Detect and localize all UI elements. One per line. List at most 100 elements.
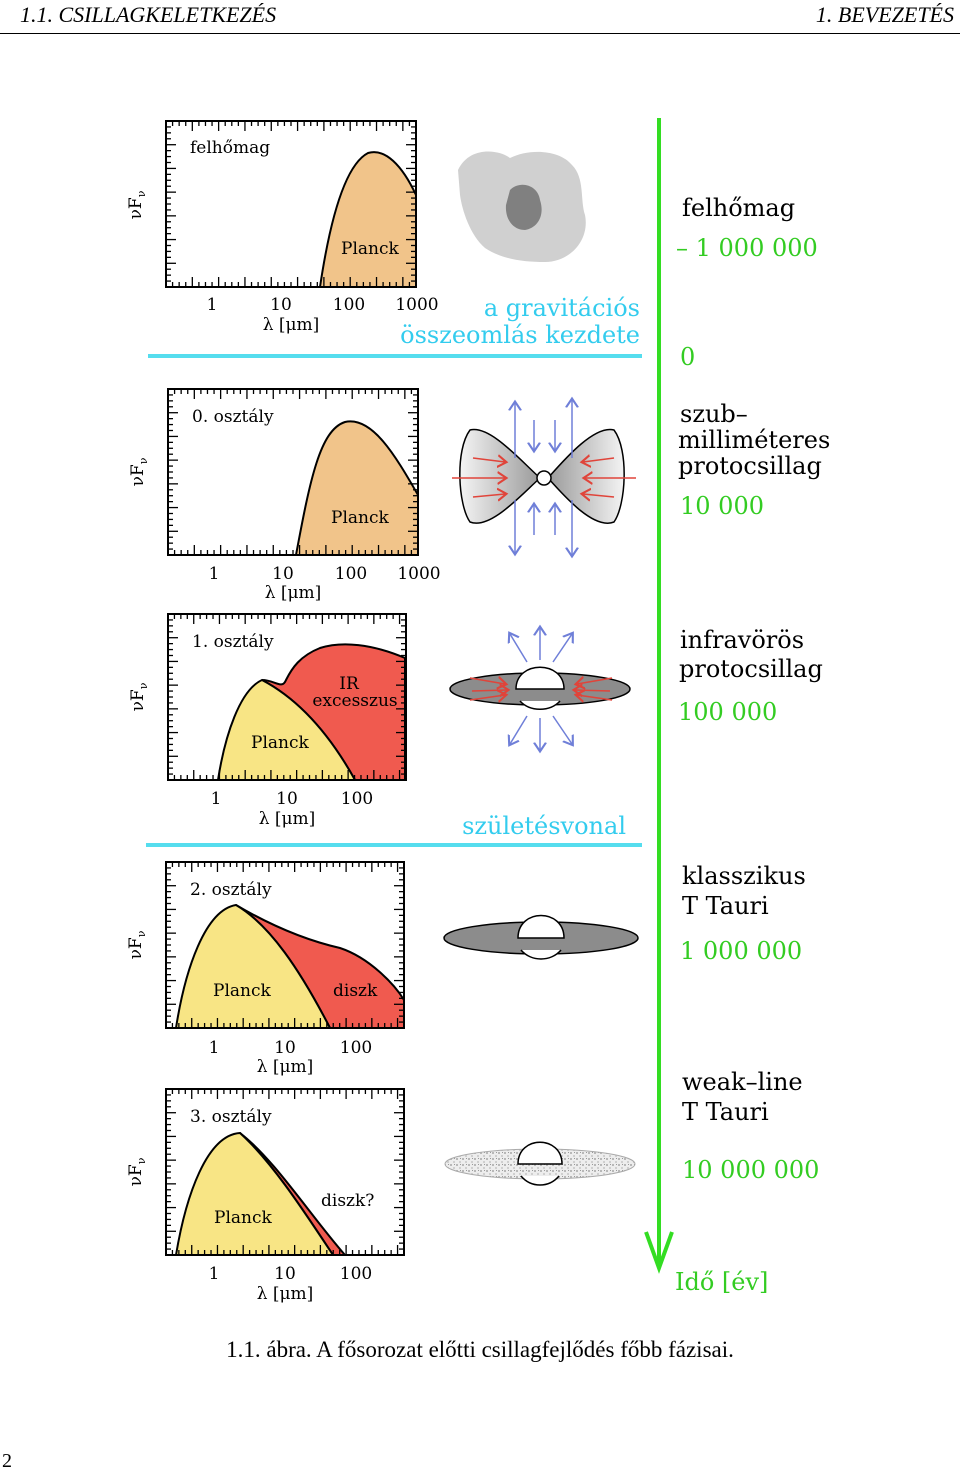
planck-label: Planck bbox=[213, 981, 271, 1001]
stage-time: 10 000 bbox=[680, 492, 764, 520]
sed-panel-class-3: 3. osztály Planck diszk? 1 10 100 λ [μm]… bbox=[126, 1088, 405, 1304]
planck-label: Planck bbox=[214, 1208, 272, 1228]
sed-panel-cloud-core: felhőmag Planck 1 10 100 1000 λ [μm] νFν bbox=[126, 120, 439, 335]
x-axis-label: λ [μm] bbox=[263, 315, 320, 335]
panel-title: 1. osztály bbox=[192, 632, 274, 652]
figure-caption: 1.1. ábra. A fősorozat előtti csillagfej… bbox=[226, 1337, 734, 1362]
svg-text:T Tauri: T Tauri bbox=[682, 1098, 769, 1126]
ir-excess-label: excesszus bbox=[312, 691, 397, 711]
time-axis: Idő [év] bbox=[644, 118, 768, 1296]
stage-time: 1 000 000 bbox=[680, 937, 802, 965]
class-3-sketch bbox=[444, 1141, 636, 1186]
timeline-stage-classical-ttauri: klasszikus T Tauri 1 000 000 bbox=[680, 862, 806, 965]
svg-text:1: 1 bbox=[209, 1038, 220, 1058]
panel-title: 2. osztály bbox=[190, 880, 272, 900]
sed-panel-class-2: 2. osztály Planck diszk 1 10 100 λ [μm] … bbox=[126, 861, 405, 1077]
collapse-boundary: a gravitációs összeomlás kezdete bbox=[148, 294, 642, 358]
planck-curve-fill bbox=[216, 678, 357, 781]
x-axis-label: λ [μm] bbox=[257, 1057, 314, 1077]
svg-text:protocsillag: protocsillag bbox=[678, 452, 822, 480]
timeline-stage-weak-line-ttauri: weak–line T Tauri 10 000 000 bbox=[682, 1068, 819, 1184]
svg-text:felhőmag: felhőmag bbox=[682, 194, 795, 222]
disk-label: diszk? bbox=[321, 1191, 374, 1211]
planck-curve-fill bbox=[174, 1131, 335, 1256]
birthline-boundary: születésvonal bbox=[146, 812, 642, 847]
class-0-sketch bbox=[452, 400, 636, 555]
svg-text:100: 100 bbox=[333, 295, 365, 315]
page-number: 2 bbox=[2, 1450, 12, 1472]
sed-panel-class-1: 1. osztály Planck IR excesszus 1 10 100 … bbox=[128, 613, 407, 829]
svg-text:10: 10 bbox=[272, 564, 294, 584]
sed-panel-class-0: 0. osztály Planck 1 10 100 1000 λ [μm] ν… bbox=[128, 388, 441, 603]
collapse-label-line1: a gravitációs bbox=[484, 294, 640, 322]
planck-label: Planck bbox=[251, 733, 309, 753]
ir-excess-label: IR bbox=[339, 674, 360, 694]
stage-time: 100 000 bbox=[678, 698, 777, 726]
timeline-stage-cloud-core: felhőmag – 1 000 000 bbox=[676, 194, 818, 262]
planck-label: Planck bbox=[331, 508, 389, 528]
stage-time: – 1 000 000 bbox=[676, 234, 818, 262]
timeline-stage-submm-protostar: szub– milliméteres protocsillag 10 000 bbox=[678, 400, 830, 520]
planck-label: Planck bbox=[341, 239, 399, 259]
disk-label: diszk bbox=[333, 981, 378, 1001]
birthline-label: születésvonal bbox=[462, 812, 626, 840]
timeline-stage-zero: 0 bbox=[680, 343, 695, 371]
svg-text:1000: 1000 bbox=[397, 564, 440, 584]
svg-text:milliméteres: milliméteres bbox=[678, 426, 830, 454]
svg-text:klasszikus: klasszikus bbox=[682, 862, 806, 890]
class-2-sketch bbox=[443, 914, 639, 960]
stage-time: 0 bbox=[680, 343, 695, 371]
axis-ticks bbox=[168, 389, 418, 555]
tick-labels: 1 10 100 1000 bbox=[207, 295, 439, 315]
svg-text:10: 10 bbox=[270, 295, 292, 315]
y-axis-label: νFν bbox=[128, 682, 150, 711]
svg-text:100: 100 bbox=[340, 1264, 372, 1284]
svg-text:100: 100 bbox=[341, 789, 373, 809]
tick-labels: 1 10 100 bbox=[211, 789, 374, 809]
cloud-core-sketch bbox=[458, 151, 586, 262]
axis-ticks bbox=[166, 862, 404, 1028]
svg-text:infravörös: infravörös bbox=[680, 626, 804, 654]
svg-text:100: 100 bbox=[340, 1038, 372, 1058]
running-header-chapter: 1.1. CSILLAGKELETKEZÉS bbox=[20, 2, 277, 27]
x-axis-label: λ [μm] bbox=[257, 1284, 314, 1304]
svg-text:100: 100 bbox=[335, 564, 367, 584]
svg-text:1: 1 bbox=[207, 295, 218, 315]
axis-ticks bbox=[166, 1089, 404, 1255]
tick-labels: 1 10 100 bbox=[209, 1038, 373, 1058]
svg-text:szub–: szub– bbox=[680, 400, 748, 428]
header-rule bbox=[0, 33, 960, 34]
svg-text:1000: 1000 bbox=[395, 295, 438, 315]
tick-labels: 1 10 100 bbox=[209, 1264, 373, 1284]
svg-text:10: 10 bbox=[274, 1038, 296, 1058]
collapse-label-line2: összeomlás kezdete bbox=[400, 321, 640, 349]
y-axis-label: νFν bbox=[126, 1157, 148, 1186]
panel-title: 3. osztály bbox=[190, 1107, 272, 1127]
running-header-section: 1. BEVEZETÉS bbox=[815, 2, 954, 27]
svg-text:1: 1 bbox=[211, 789, 222, 809]
panel-title: 0. osztály bbox=[192, 407, 274, 427]
planck-curve-fill bbox=[174, 903, 332, 1029]
stage-time: 10 000 000 bbox=[682, 1156, 819, 1184]
x-axis-label: λ [μm] bbox=[259, 809, 316, 829]
class-1-sketch bbox=[449, 628, 631, 750]
svg-text:weak–line: weak–line bbox=[682, 1068, 803, 1096]
time-axis-label: Idő [év] bbox=[675, 1268, 768, 1296]
y-axis-label: νFν bbox=[126, 190, 148, 219]
timeline-stage-ir-protostar: infravörös protocsillag 100 000 bbox=[678, 626, 823, 726]
planck-curve-fill bbox=[318, 151, 417, 288]
x-axis-label: λ [μm] bbox=[265, 583, 322, 603]
y-axis-label: νFν bbox=[126, 930, 148, 959]
svg-text:10: 10 bbox=[276, 789, 298, 809]
star-formation-figure: felhőmag Planck 1 10 100 1000 λ [μm] νFν… bbox=[126, 118, 830, 1304]
tick-labels: 1 10 100 1000 bbox=[209, 564, 441, 584]
planck-curve-fill bbox=[294, 420, 419, 556]
svg-text:protocsillag: protocsillag bbox=[679, 655, 823, 683]
panel-title: felhőmag bbox=[190, 138, 270, 158]
svg-text:T Tauri: T Tauri bbox=[682, 892, 769, 920]
axis-ticks bbox=[168, 614, 406, 780]
y-axis-label: νFν bbox=[128, 457, 150, 486]
svg-text:1: 1 bbox=[209, 1264, 220, 1284]
svg-text:10: 10 bbox=[274, 1264, 296, 1284]
svg-text:1: 1 bbox=[209, 564, 220, 584]
